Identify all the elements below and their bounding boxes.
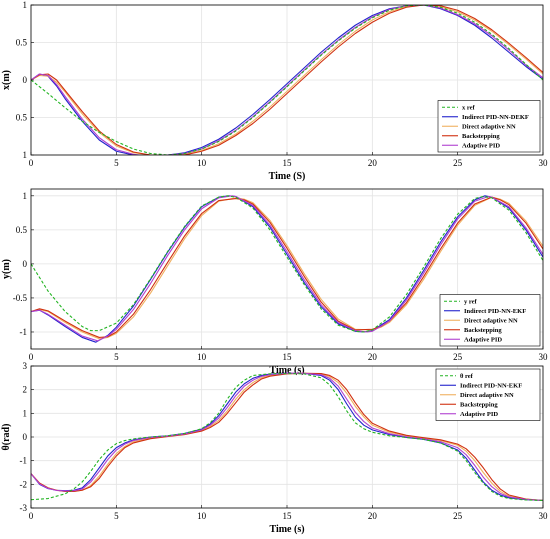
series-line-indirect-pid-nn-ekf: [31, 372, 543, 501]
x-tick-label: 30: [539, 158, 549, 168]
legend-entry: Indirect PID-NN-EKF: [460, 383, 522, 390]
y-tick-label: 2: [23, 385, 28, 395]
x-axis-label: Time (S): [269, 171, 306, 182]
x-tick-label: 15: [283, 352, 293, 362]
y-tick-label: -3: [20, 503, 28, 513]
x-tick-label: 0: [29, 352, 34, 362]
legend-entry: y ref: [464, 299, 478, 306]
x-tick-label: 10: [197, 158, 207, 168]
x-tick-label: 5: [114, 158, 119, 168]
legend-entry: Direct adaptive NN: [462, 124, 516, 131]
y-tick-label: -1: [20, 327, 28, 337]
y-tick-label: -0.5: [13, 293, 28, 303]
x-tick-label: 20: [368, 352, 378, 362]
y-tick-label: 1: [23, 191, 28, 201]
x-tick-label: 30: [539, 352, 549, 362]
series-line-direct-adaptive-nn: [31, 372, 543, 501]
x-tick-label: 25: [453, 352, 463, 362]
legend-entry: Indirect PID-NN-DEKF: [462, 114, 529, 121]
legend-entry: Indirect PID-NN-EKF: [464, 308, 526, 315]
y-tick-label: 0: [23, 432, 28, 442]
series-line-adaptive-pid: [31, 195, 543, 342]
x-tick-label: 10: [197, 511, 207, 521]
series-line--ref: [31, 373, 543, 501]
series-line-indirect-pid-nn-dekf: [31, 5, 543, 155]
x-tick-label: 25: [453, 511, 463, 521]
y-tick-label: -1: [20, 456, 28, 466]
series-line-y-ref: [31, 195, 543, 333]
y-axis-label: θ(rad): [1, 424, 12, 451]
series-line-x-ref: [31, 5, 543, 155]
x-tick-label: 10: [197, 352, 207, 362]
y-tick-label: 0: [23, 75, 28, 85]
legend: x ref Indirect PID-NN-DEKF Direct adaptive…: [437, 100, 541, 153]
series-line-adaptive-pid: [31, 372, 543, 501]
legend: y ref Indirect PID-NN-EKF Direct adaptive …: [439, 294, 541, 347]
y-axis-label: x(m): [1, 70, 12, 90]
x-tick-label: 30: [539, 511, 549, 521]
series-line-backstepping: [31, 5, 543, 155]
legend-entry: θ ref: [460, 373, 474, 380]
legend-entry: Direct adaptive NN: [460, 392, 514, 399]
y-tick-label: 1: [23, 0, 28, 10]
x-tick-label: 0: [29, 158, 34, 168]
x-tick-label: 0: [29, 511, 34, 521]
series-line-direct-adaptive-nn: [31, 5, 543, 155]
legend-entry: Adaptive PID: [464, 337, 502, 344]
legend: θ ref Indirect PID-NN-EKF Direct adaptive …: [435, 368, 541, 421]
x-tick-label: 15: [283, 158, 293, 168]
legend-entry: Backstepping: [460, 402, 498, 409]
legend-entry: Adaptive PID: [460, 411, 498, 418]
legend-entry: Backstepping: [462, 133, 500, 140]
x-tick-label: 5: [114, 511, 119, 521]
y-tick-label: 0.5: [16, 225, 28, 235]
legend-entry: x ref: [462, 105, 476, 112]
x-tick-label: 15: [283, 511, 293, 521]
y-tick-label: 1: [23, 408, 28, 418]
y-tick-label: 0.5: [16, 113, 28, 123]
x-tick-label: 20: [368, 511, 378, 521]
x-tick-label: 25: [453, 158, 463, 168]
x-tick-label: 5: [114, 352, 119, 362]
x-tick-label: 20: [368, 158, 378, 168]
y-tick-label: 3: [23, 361, 28, 371]
legend-entry: Adaptive PID: [462, 143, 500, 150]
y-tick-label: 0: [23, 259, 28, 269]
chart-panel-1: 0 5 10 15 20 25 30 1 0.5 0 0.5 1 Time (S) x(m) x ref In…: [1, 0, 548, 182]
y-tick-label: -2: [20, 479, 28, 489]
x-axis-label: Time (s): [269, 524, 304, 535]
series-line-direct-adaptive-nn: [31, 196, 543, 340]
y-tick-label: 1: [23, 150, 28, 160]
legend-entry: Direct adaptive NN: [464, 318, 518, 325]
y-axis-label: y(m): [1, 259, 12, 279]
chart-panel-3: 0 5 10 15 20 25 30 -3 -2 -1 0 1 2 3 Time (s) θ(rad) θ re…: [1, 361, 548, 535]
series-line-backstepping: [31, 372, 543, 501]
y-tick-label: 0.5: [16, 38, 28, 48]
legend-entry: Backstepping: [464, 327, 502, 334]
